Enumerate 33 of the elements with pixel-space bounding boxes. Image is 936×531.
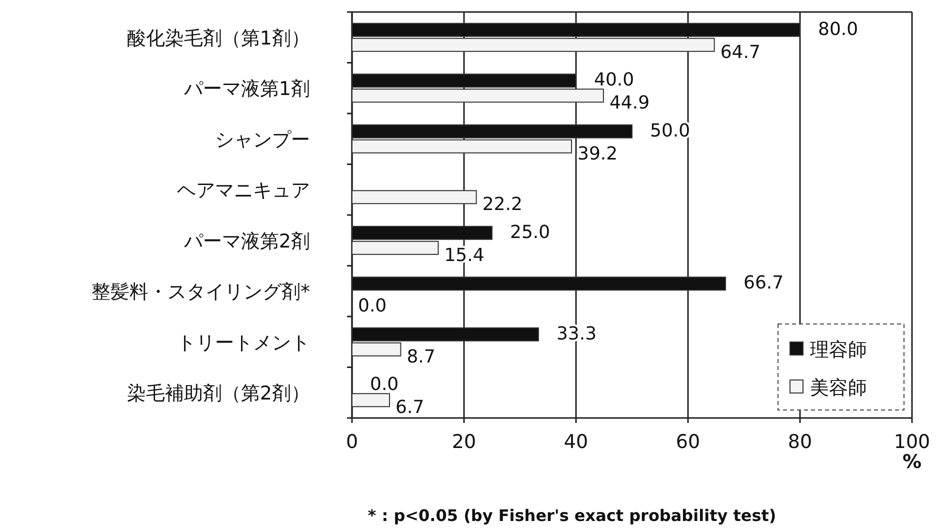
y-tick-label: 整髪料・スタイリング剤*: [92, 281, 310, 304]
bar: [352, 190, 477, 204]
y-tick-label: 酸化染毛剤（第1剤）: [126, 27, 310, 50]
legend-label: 理容師: [810, 339, 867, 361]
data-label: 0.0: [370, 374, 399, 396]
y-tick-label: シャンプー: [215, 128, 310, 151]
data-label: 64.7: [720, 42, 760, 63]
y-tick-label: トリートメント: [177, 332, 310, 354]
y-tick-label: ヘアマニキュア: [177, 180, 310, 202]
legend-label: 美容師: [810, 377, 867, 399]
x-tick-label: 0: [346, 431, 358, 453]
data-label: 0.0: [358, 296, 387, 317]
bar: [352, 276, 726, 291]
data-label: 39.2: [578, 143, 618, 164]
x-tick-label: 100: [894, 431, 930, 453]
x-tick-label: 60: [676, 431, 700, 453]
data-label: 6.7: [396, 397, 424, 418]
bar: [352, 393, 390, 408]
data-label: 80.0: [818, 18, 858, 40]
data-label: 25.0: [510, 222, 550, 243]
y-tick-label: パーマ液第1剤: [182, 78, 310, 100]
data-label: 44.9: [609, 92, 650, 114]
data-label: 22.2: [482, 194, 522, 216]
y-tick-label: 染毛補助剤（第2剤）: [126, 382, 310, 405]
x-axis-title: %: [902, 451, 922, 473]
data-label: 66.7: [744, 272, 784, 294]
x-tick-label: 80: [788, 431, 812, 453]
x-tick-label: 20: [452, 431, 476, 453]
text: * : p<0.05 (by Fisher's exact probability test): [368, 506, 776, 525]
x-tick-label: 40: [564, 431, 588, 453]
data-label: 8.7: [406, 346, 436, 368]
data-label: 40.0: [594, 70, 634, 91]
y-tick-label: パーマ液第2剤: [182, 230, 310, 252]
